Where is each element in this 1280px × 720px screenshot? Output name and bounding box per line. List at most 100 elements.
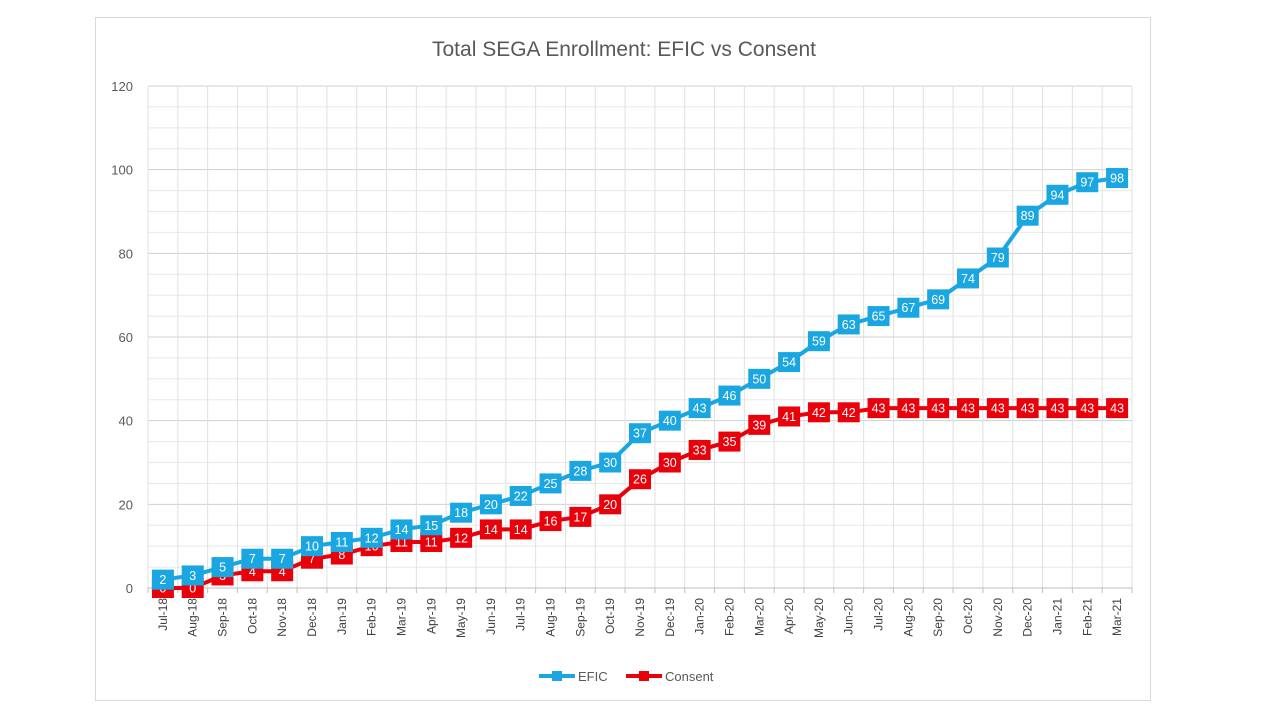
data-point-marker — [450, 502, 473, 523]
x-tick-label: Jul-19 — [514, 598, 528, 631]
data-label: 15 — [424, 519, 438, 533]
data-label: 43 — [1110, 402, 1124, 416]
legend-marker — [639, 671, 649, 681]
data-point-marker — [718, 385, 741, 406]
x-tick-label: Jun-20 — [842, 598, 856, 635]
data-label: 54 — [782, 356, 796, 370]
x-tick-label: Aug-19 — [544, 598, 558, 637]
y-tick-label: 100 — [111, 163, 133, 178]
data-label: 20 — [603, 498, 617, 512]
data-label: 40 — [663, 414, 677, 428]
data-label: 74 — [961, 272, 975, 286]
data-point-marker — [479, 519, 502, 540]
data-label: 69 — [931, 293, 945, 307]
data-label: 37 — [633, 427, 647, 441]
data-point-marker — [271, 548, 294, 569]
data-label: 3 — [189, 569, 196, 583]
data-point-marker — [1076, 398, 1099, 419]
data-point-marker — [718, 431, 741, 452]
x-tick-label: Jul-18 — [156, 598, 170, 631]
data-label: 43 — [961, 402, 975, 416]
data-label: 11 — [335, 535, 348, 549]
legend-marker — [552, 671, 562, 681]
data-point-marker — [688, 398, 711, 419]
x-tick-label: Nov-20 — [991, 598, 1005, 637]
data-point-marker — [599, 494, 622, 515]
data-point-marker — [569, 460, 592, 481]
data-point-marker — [450, 527, 473, 548]
data-point-marker — [837, 314, 860, 335]
data-label: 0 — [189, 582, 196, 596]
data-point-marker — [1046, 398, 1069, 419]
data-label: 10 — [305, 540, 319, 554]
data-point-marker — [420, 531, 443, 552]
x-tick-label: May-20 — [812, 598, 826, 638]
data-label: 43 — [991, 402, 1005, 416]
data-point-marker — [748, 414, 771, 435]
data-label: 5 — [219, 561, 226, 575]
chart-title: Total SEGA Enrollment: EFIC vs Consent — [432, 38, 816, 61]
x-tick-label: Jun-19 — [484, 598, 498, 635]
data-point-marker — [509, 519, 532, 540]
data-point-marker — [986, 398, 1009, 419]
legend-label: EFIC — [578, 669, 608, 684]
data-label: 42 — [812, 406, 826, 420]
data-point-marker — [867, 398, 890, 419]
data-label: 41 — [782, 410, 796, 424]
y-tick-label: 60 — [119, 330, 133, 345]
x-tick-label: Feb-19 — [365, 598, 379, 636]
data-point-marker — [986, 247, 1009, 268]
data-label: 67 — [901, 301, 915, 315]
data-label: 12 — [365, 531, 379, 545]
data-point-marker — [390, 519, 413, 540]
data-label: 18 — [454, 506, 468, 520]
x-tick-label: Nov-19 — [633, 598, 647, 637]
x-tick-label: Oct-20 — [961, 598, 975, 634]
data-point-marker — [778, 406, 801, 427]
x-tick-label: Dec-18 — [305, 598, 319, 637]
data-label: 94 — [1051, 188, 1065, 202]
data-point-marker — [957, 268, 979, 289]
x-tick-label: Aug-18 — [186, 598, 200, 637]
legend-entry-efic: EFIC — [539, 669, 608, 684]
x-tick-label: Dec-20 — [1021, 598, 1035, 637]
data-point-marker — [1046, 184, 1069, 205]
data-point-marker — [539, 473, 562, 494]
data-point-marker — [927, 398, 950, 419]
data-label: 89 — [1021, 209, 1035, 223]
data-label: 43 — [931, 402, 945, 416]
data-label: 30 — [603, 456, 617, 470]
data-point-marker — [658, 452, 681, 473]
x-tick-label: Sep-19 — [573, 598, 587, 637]
data-label: 14 — [514, 523, 528, 537]
x-tick-label: Apr-19 — [424, 598, 438, 634]
data-label: 2 — [159, 573, 166, 587]
data-point-marker — [927, 289, 950, 310]
legend-label: Consent — [665, 669, 714, 684]
legend: EFIC Consent — [539, 669, 714, 684]
data-point-marker — [360, 527, 383, 548]
data-point-marker — [301, 536, 323, 557]
x-tick-label: May-19 — [454, 598, 468, 638]
y-tick-label: 80 — [119, 246, 133, 261]
y-tick-label: 120 — [111, 79, 133, 94]
data-point-marker — [151, 569, 174, 590]
x-tick-label: Sep-18 — [216, 598, 230, 637]
legend-entry-consent: Consent — [626, 669, 714, 684]
data-point-marker — [897, 297, 920, 318]
data-point-marker — [330, 531, 353, 552]
data-label: 59 — [812, 335, 826, 349]
data-label: 7 — [279, 552, 286, 566]
y-tick-label: 0 — [126, 581, 133, 596]
x-tick-label: Feb-20 — [722, 598, 736, 636]
data-label: 63 — [842, 318, 856, 332]
data-point-marker — [957, 398, 979, 419]
data-label: 43 — [901, 402, 915, 416]
data-label: 22 — [514, 489, 528, 503]
data-point-marker — [569, 506, 592, 527]
data-label: 8 — [338, 548, 345, 562]
x-tick-label: Aug-20 — [901, 598, 915, 637]
data-label: 16 — [544, 515, 558, 529]
series-consent: 0034478101111121414161720263033353941424… — [151, 398, 1129, 598]
x-tick-label: Mar-19 — [394, 598, 408, 636]
